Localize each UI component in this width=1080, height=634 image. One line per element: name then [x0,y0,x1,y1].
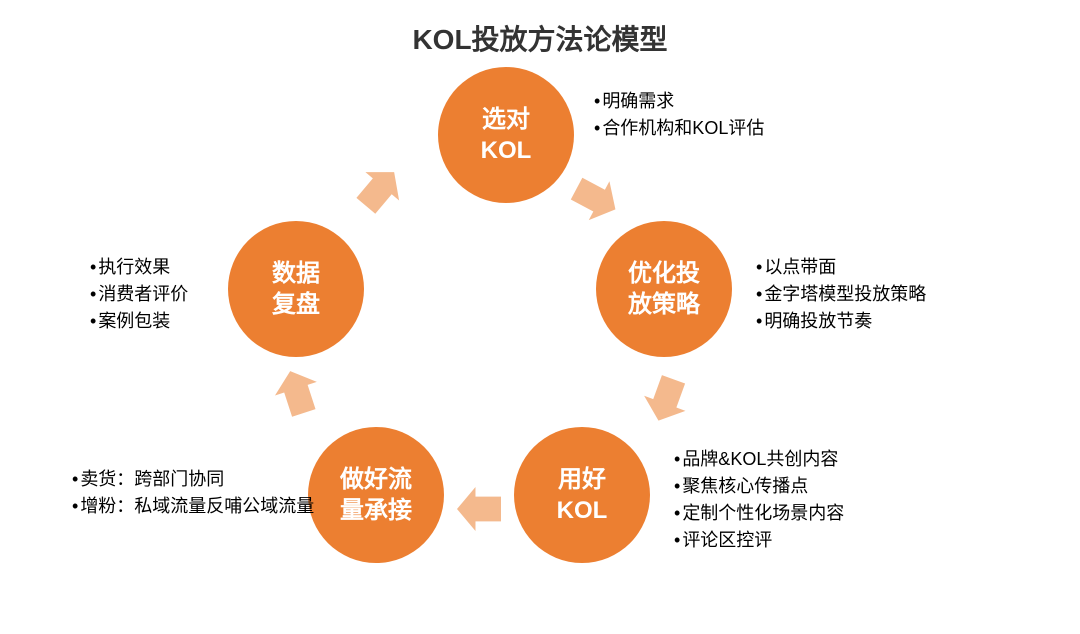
cycle-node-2-line1: 优化投 [628,258,700,289]
cycle-node-4-line2: 量承接 [340,495,412,526]
bullet-item: 金字塔模型投放策略 [756,281,926,308]
bullet-item: 明确需求 [594,88,764,115]
bullet-item: 执行效果 [90,254,188,281]
cycle-node-1-line2: KOL [481,135,532,166]
cycle-node-5-line1: 数据 [272,258,320,289]
cycle-node-4: 做好流 量承接 [308,427,444,563]
cycle-node-3: 用好 KOL [514,427,650,563]
bullet-item: 定制个性化场景内容 [674,500,844,527]
cycle-arrow-3 [644,378,688,422]
bullet-item: 明确投放节奏 [756,308,926,335]
cycle-node-2-bullets: 以点带面 金字塔模型投放策略 明确投放节奏 [756,254,926,335]
bullet-item: 案例包装 [90,308,188,335]
cycle-node-3-line2: KOL [557,495,608,526]
cycle-node-1-bullets: 明确需求 合作机构和KOL评估 [594,88,764,142]
cycle-node-3-bullets: 品牌&KOL共创内容 聚焦核心传播点 定制个性化场景内容 评论区控评 [674,446,844,554]
cycle-node-5: 数据 复盘 [228,221,364,357]
cycle-node-1-line1: 选对 [481,104,532,135]
cycle-node-2: 优化投 放策略 [596,221,732,357]
cycle-node-5-line2: 复盘 [272,289,320,320]
bullet-item: 品牌&KOL共创内容 [674,446,844,473]
cycle-arrow-5 [275,370,319,414]
cycle-arrow-2 [574,177,618,221]
bullet-item: 评论区控评 [674,527,844,554]
page-title: KOL投放方法论模型 [412,18,667,58]
cycle-node-2-line2: 放策略 [628,289,700,320]
cycle-node-5-bullets: 执行效果 消费者评价 案例包装 [90,254,188,335]
bullet-item: 合作机构和KOL评估 [594,115,764,142]
cycle-arrow-4 [457,487,501,531]
cycle-node-3-line1: 用好 [557,464,608,495]
cycle-node-1: 选对 KOL [438,67,574,203]
bullet-item: 聚焦核心传播点 [674,473,844,500]
cycle-node-4-line1: 做好流 [340,464,412,495]
cycle-node-4-bullets: 卖货：跨部门协同 增粉：私域流量反哺公域流量 [72,466,314,520]
cycle-arrow-1 [358,167,402,211]
bullet-item: 以点带面 [756,254,926,281]
bullet-item: 消费者评价 [90,281,188,308]
bullet-item: 增粉：私域流量反哺公域流量 [72,493,314,520]
bullet-item: 卖货：跨部门协同 [72,466,314,493]
